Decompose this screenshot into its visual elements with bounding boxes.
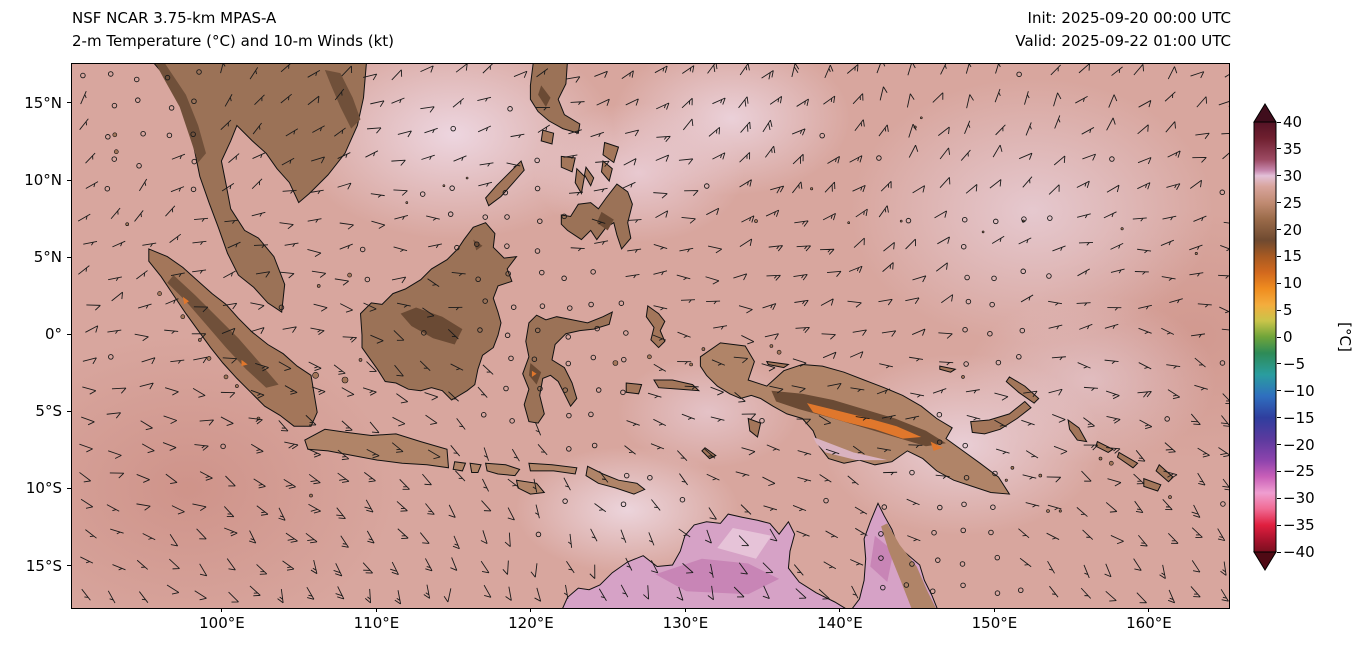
colorbar <box>1253 103 1277 571</box>
colorbar-tick-label: 20 <box>1283 220 1303 239</box>
colorbar-tick-mark <box>1277 229 1281 230</box>
colorbar-tick-mark <box>1277 444 1281 445</box>
colorbar-tick-mark <box>1277 282 1281 284</box>
colorbar-tick-label: 40 <box>1283 113 1303 131</box>
y-tick-label: 15°N <box>24 93 62 112</box>
colorbar-tick-mark <box>1277 202 1281 204</box>
colorbar-arrow-bottom <box>1253 551 1277 571</box>
x-tick-label: 100°E <box>199 614 245 632</box>
title-block: NSF NCAR 3.75-km MPAS-A 2-m Temperature … <box>72 7 394 54</box>
x-tick-label: 130°E <box>662 614 709 632</box>
colorbar-tick-mark <box>1277 255 1281 257</box>
colorbar-tick-label: −10 <box>1283 381 1315 400</box>
colorbar-tick-mark <box>1277 551 1281 553</box>
colorbar-tick-mark <box>1277 336 1281 338</box>
colorbar-tick-mark <box>1277 470 1281 472</box>
colorbar-tick-mark <box>1277 390 1281 392</box>
colorbar-tick-label: 5 <box>1283 301 1293 320</box>
colorbar-arrow-top <box>1253 103 1277 123</box>
colorbar-tick-label: 15 <box>1283 247 1303 266</box>
x-tick-label: 120°E <box>508 614 554 632</box>
colorbar-tick-label: 25 <box>1283 193 1303 212</box>
valid-time: Valid: 2025-09-22 01:00 UTC <box>1015 32 1231 51</box>
colorbar-tick-label: −20 <box>1283 435 1315 454</box>
colorbar-tick-label: 10 <box>1283 274 1303 293</box>
colorbar-tick-label: −40 <box>1283 543 1315 561</box>
colorbar-tick-label: −5 <box>1283 354 1306 373</box>
y-tick-label: 5°N <box>33 248 62 267</box>
colorbar-unit-label: [°C] <box>1336 322 1354 352</box>
colorbar-tick-mark <box>1277 497 1281 499</box>
colorbar-tick-mark <box>1277 175 1281 177</box>
y-tick-label: 10°N <box>24 171 62 190</box>
field-title: 2-m Temperature (°C) and 10-m Winds (kt) <box>72 32 394 51</box>
colorbar-tick-mark <box>1277 417 1281 419</box>
colorbar-tick-label: 0 <box>1283 328 1293 346</box>
colorbar-tick-mark <box>1277 363 1281 365</box>
colorbar-tick-mark <box>1277 121 1281 123</box>
colorbar-tick-mark <box>1277 524 1281 526</box>
model-title: NSF NCAR 3.75-km MPAS-A <box>72 9 277 27</box>
colorbar-tick-label: 35 <box>1283 139 1303 158</box>
colorbar-tick-label: 30 <box>1283 166 1303 185</box>
y-tick-label: 15°S <box>25 556 62 575</box>
colorbar-gradient <box>1253 121 1277 553</box>
y-tick-label: 0° <box>44 325 62 344</box>
colorbar-tick-label: −35 <box>1283 516 1315 535</box>
x-tick-label: 140°E <box>817 614 863 632</box>
colorbar-tick-mark <box>1277 309 1281 311</box>
x-tick-label: 110°E <box>353 614 400 632</box>
colorbar-tick-mark <box>1277 148 1281 150</box>
colorbar-tick-label: −15 <box>1283 408 1315 427</box>
map-plot <box>71 63 1230 609</box>
y-tick-label: 5°S <box>35 402 62 421</box>
x-tick-label: 160°E <box>1126 614 1172 632</box>
init-time: Init: 2025-09-20 00:00 UTC <box>1027 9 1231 27</box>
y-tick-label: 10°S <box>25 479 62 498</box>
colorbar-tick-label: −30 <box>1283 489 1315 508</box>
colorbar-tick-label: −25 <box>1283 462 1315 481</box>
wind-barbs-layer <box>72 64 1229 608</box>
time-block: Init: 2025-09-20 00:00 UTC Valid: 2025-0… <box>1015 7 1231 54</box>
x-tick-label: 150°E <box>971 614 1018 632</box>
